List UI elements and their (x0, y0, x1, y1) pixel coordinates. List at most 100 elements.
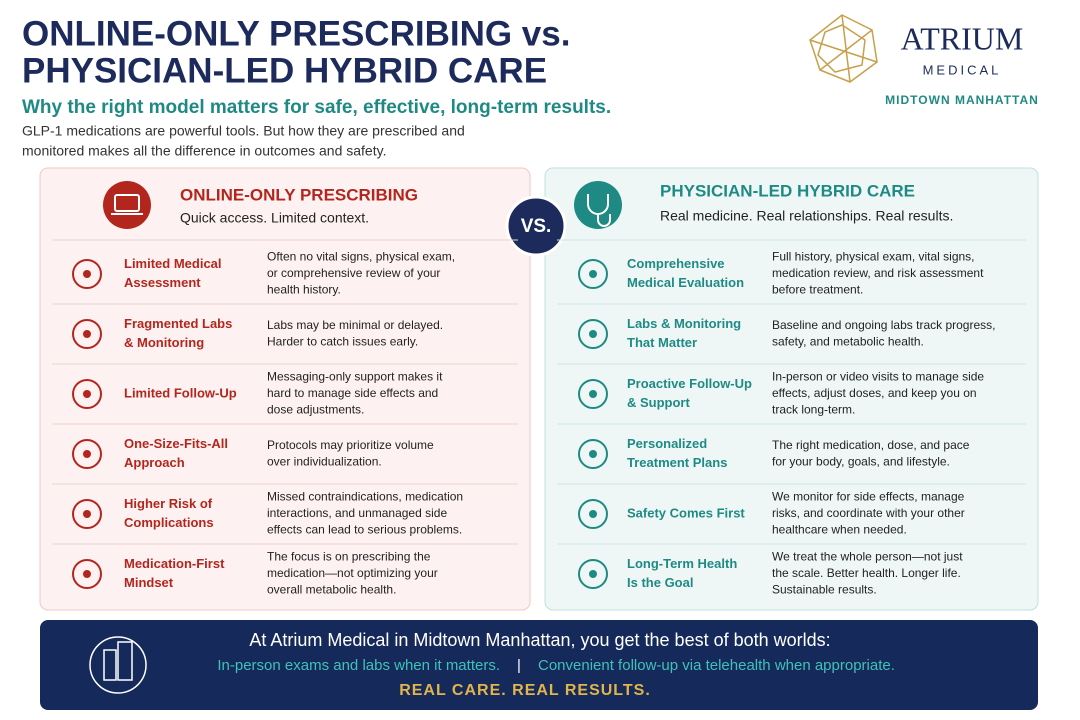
row-desc: effects can lead to serious problems. (267, 523, 462, 537)
logo-sub: MEDICAL (923, 62, 1002, 77)
row-desc: Harder to catch issues early. (267, 334, 418, 348)
row-label: Comprehensive (627, 256, 725, 271)
row-icon (589, 510, 597, 518)
intro: GLP-1 medications are powerful tools. Bu… (22, 123, 465, 139)
row-label: Medication-First (124, 556, 225, 571)
subtitle: Why the right model matters for safe, ef… (22, 97, 611, 118)
footer-separator: | (517, 657, 521, 674)
row-desc: dose adjustments. (267, 403, 364, 417)
row-desc: Protocols may prioritize volume (267, 438, 434, 452)
row-label: Labs & Monitoring (627, 316, 741, 331)
title: ONLINE-ONLY PRESCRIBING vs. (22, 14, 570, 53)
row-label: Medical Evaluation (627, 275, 744, 290)
footer-line1: At Atrium Medical in Midtown Manhattan, … (249, 630, 830, 650)
left-panel (39, 167, 531, 611)
row-desc: interactions, and unmanaged side (267, 506, 447, 520)
left-tagline: Quick access. Limited context. (180, 210, 369, 226)
row-label: Treatment Plans (627, 455, 727, 470)
row-icon (83, 330, 91, 338)
row-label: Limited Follow-Up (124, 385, 237, 400)
row-desc: health history. (267, 283, 341, 297)
row-desc: the scale. Better health. Longer life. (772, 566, 961, 580)
row-desc: before treatment. (772, 283, 863, 297)
footer-line2: Convenient follow-up via telehealth when… (538, 657, 895, 674)
row-desc: or comprehensive review of your (267, 266, 440, 280)
row-desc: Full history, physical exam, vital signs… (772, 250, 975, 264)
row-label: Proactive Follow-Up (627, 376, 752, 391)
row-label: Approach (124, 455, 185, 470)
row-label: Assessment (124, 275, 201, 290)
row-label: Higher Risk of (124, 496, 213, 511)
row-icon (83, 570, 91, 578)
row-desc: Labs may be minimal or delayed. (267, 318, 443, 332)
row-label: That Matter (627, 335, 697, 350)
row-icon (578, 379, 608, 409)
building-icon (117, 641, 133, 681)
row-desc: over individualization. (267, 454, 382, 468)
row-desc: risks, and coordinate with your other (772, 506, 965, 520)
footer-banner (40, 620, 1038, 710)
row-icon (83, 390, 91, 398)
row-label: Mindset (124, 575, 174, 590)
row-desc: overall metabolic health. (267, 583, 396, 597)
row-desc: track long-term. (772, 403, 855, 417)
row-icon (72, 259, 102, 289)
row-label: Limited Medical (124, 256, 222, 271)
row-icon (589, 270, 597, 278)
row-icon (578, 319, 608, 349)
row-label: Personalized (627, 436, 707, 451)
row-icon (578, 439, 608, 469)
vs-badge (505, 195, 567, 257)
row-desc: medication—not optimizing your (267, 566, 438, 580)
row-icon (72, 559, 102, 589)
row-label: Fragmented Labs (124, 316, 232, 331)
row-desc: Often no vital signs, physical exam, (267, 250, 455, 264)
row-label: One-Size-Fits-All (124, 436, 228, 451)
right-tagline: Real medicine. Real relationships. Real … (660, 208, 953, 224)
row-icon (589, 570, 597, 578)
row-icon (578, 559, 608, 589)
laptop-icon (114, 194, 140, 212)
row-icon (589, 450, 597, 458)
logo-location: MIDTOWN MANHATTAN (885, 93, 1039, 107)
left-header-icon (103, 181, 151, 229)
row-icon (72, 499, 102, 529)
row-desc: safety, and metabolic health. (772, 334, 924, 348)
row-desc: hard to manage side effects and (267, 386, 438, 400)
intro: monitored makes all the difference in ou… (22, 143, 386, 159)
row-label: & Support (627, 395, 690, 410)
row-icon (589, 390, 597, 398)
row-icon (589, 330, 597, 338)
logo-mark (809, 14, 878, 83)
title: PHYSICIAN-LED HYBRID CARE (22, 51, 547, 90)
row-desc: healthcare when needed. (772, 523, 907, 537)
row-desc: We monitor for side effects, manage (772, 490, 965, 504)
row-label: Long-Term Health (627, 556, 737, 571)
row-desc: The focus is on prescribing the (267, 550, 431, 564)
building-icon (103, 649, 117, 681)
row-label: & Monitoring (124, 335, 204, 350)
row-icon (72, 319, 102, 349)
row-icon (83, 510, 91, 518)
right-panel (544, 167, 1039, 611)
left-title: ONLINE-ONLY PRESCRIBING (180, 185, 418, 204)
row-label: Is the Goal (627, 575, 693, 590)
row-icon (72, 379, 102, 409)
row-desc: In-person or video visits to manage side (772, 370, 984, 384)
row-icon (578, 499, 608, 529)
row-desc: medication review, and risk assessment (772, 266, 984, 280)
row-label: Safety Comes First (627, 505, 745, 520)
row-icon (83, 270, 91, 278)
logo-name: ATRIUM (901, 20, 1024, 56)
vs-text: VS. (521, 216, 552, 237)
row-label: Complications (124, 515, 214, 530)
row-desc: Sustainable results. (772, 583, 877, 597)
row-icon (72, 439, 102, 469)
row-icon (578, 259, 608, 289)
row-desc: The right medication, dose, and pace (772, 438, 970, 452)
row-desc: effects, adjust doses, and keep you on (772, 386, 977, 400)
building-icon (89, 636, 147, 694)
footer-line3: REAL CARE. REAL RESULTS. (399, 682, 651, 699)
row-desc: Baseline and ongoing labs track progress… (772, 318, 995, 332)
row-desc: We treat the whole person—not just (772, 550, 963, 564)
